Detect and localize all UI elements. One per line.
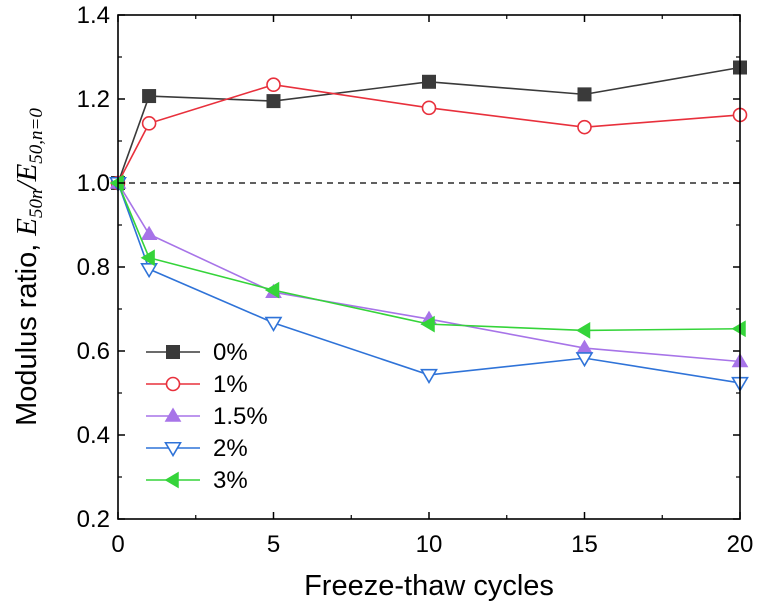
y-tick-label: 0.8 [77,254,110,281]
x-tick-label: 15 [571,531,598,558]
series-2 [110,77,748,191]
x-tick-label: 5 [267,531,280,558]
x-tick-label: 0 [111,531,124,558]
y-axis-title-den-sub: 50,n=0 [26,108,47,164]
y-axis-title-sep: / [11,178,43,191]
legend-entry: 1.5% [146,403,268,430]
legend-swatch-marker [165,376,181,392]
legend-label: 2% [213,435,248,462]
series-line [117,182,741,332]
series-5 [109,174,746,339]
data-point [142,89,157,104]
legend-label: 3% [213,467,248,494]
data-point [266,77,281,93]
series-layer [109,60,749,392]
y-tick-label: 1.0 [77,170,110,197]
ticks-layer: 0 5 10 15 20 0.2 0.4 0.6 0.8 1.0 1.2 1.4 [77,2,754,558]
legend-swatch-marker [166,345,180,359]
series-line [117,182,741,384]
y-axis-title-prefix: Modulus ratio, [11,236,43,426]
data-point [731,320,746,338]
legend-entry: 0% [146,339,248,366]
data-point [421,100,437,116]
legend-label: 0% [213,339,248,366]
x-tick-label: 10 [416,531,443,558]
y-axis-title: Modulus ratio, E50n/E50,n=0 [11,108,47,426]
data-point [141,116,157,131]
data-point [422,74,436,89]
plot-frame [117,14,741,520]
data-point [140,225,158,240]
legend-swatch-marker [164,441,182,458]
y-tick-label: 0.4 [77,422,110,449]
data-point [266,94,281,109]
legend-entry: 3% [146,467,248,494]
y-tick-label: 0.6 [77,338,110,365]
legend-label: 1.5% [213,403,268,430]
series-line [117,83,741,184]
y-tick-label: 0.2 [77,506,110,533]
data-point [140,249,155,267]
series-3 [109,174,749,368]
x-tick-label: 20 [727,531,754,558]
series-line [117,66,741,184]
data-point [576,322,591,339]
data-point [265,281,280,299]
data-point [264,316,283,332]
legend: 0% 1% 1.5% 2% 3% [146,339,268,494]
y-tick-label: 1.4 [77,2,110,29]
y-axis-title-den: E [11,163,43,182]
y-axis-title-num-sub: 50n [26,189,47,218]
x-axis-title: Freeze-thaw cycles [304,570,554,602]
data-point [420,315,435,333]
legend-swatch-marker [164,407,182,422]
y-tick-label: 1.2 [77,86,110,113]
data-point [140,263,158,279]
legend-entry: 1% [146,371,248,398]
series-1 [111,60,747,190]
series-4 [109,176,749,392]
legend-entry: 2% [146,435,248,462]
legend-swatch-marker [164,471,179,489]
y-axis-title-num: E [11,218,43,237]
data-point [575,352,594,368]
series-line [117,182,741,363]
data-point [577,87,592,102]
data-point [420,368,438,385]
legend-label: 1% [213,371,248,398]
data-point [577,119,592,135]
